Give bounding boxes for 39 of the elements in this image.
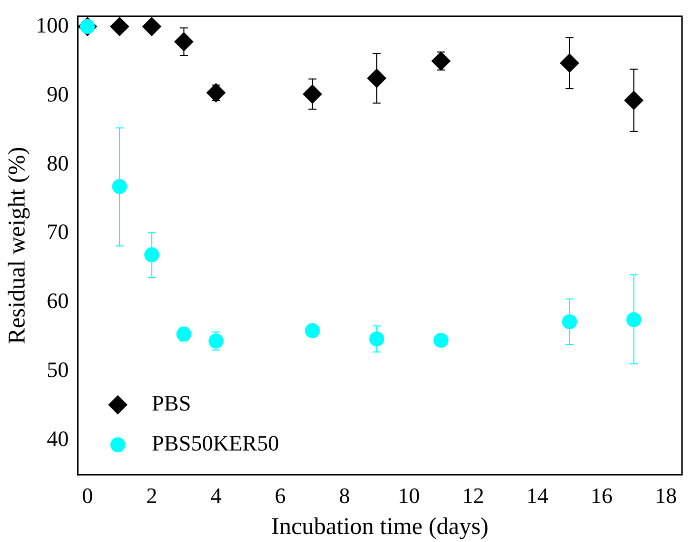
y-tick-label: 60: [46, 288, 69, 314]
point: [431, 52, 450, 71]
y-tick-label: 40: [46, 426, 69, 452]
y-tick-label: 100: [36, 12, 69, 38]
point: [176, 326, 192, 342]
x-tick-label: 2: [146, 482, 158, 508]
x-tick-label: 16: [590, 482, 613, 508]
point: [144, 247, 160, 262]
x-tick-label: 10: [398, 482, 420, 508]
point: [110, 17, 130, 36]
point: [304, 323, 320, 338]
x-tick-label: 4: [210, 482, 222, 508]
x-tick-label: 18: [654, 482, 677, 508]
point: [433, 332, 448, 348]
x-tick-label: 14: [526, 482, 548, 508]
x-axis-title: Incubation time (days): [271, 514, 489, 540]
legend-label: PBS: [152, 390, 191, 416]
x-tick-label: 0: [82, 482, 93, 508]
y-tick-label: 80: [46, 150, 69, 176]
point: [142, 17, 162, 36]
y-axis-title: Residual weight (%): [4, 146, 31, 344]
point: [208, 334, 224, 349]
point: [112, 179, 128, 194]
point: [626, 312, 642, 328]
x-tick-label: 12: [462, 482, 484, 508]
x-tick-label: 8: [339, 482, 350, 508]
point: [562, 314, 578, 330]
y-tick-label: 90: [46, 81, 69, 106]
point: [174, 32, 194, 52]
point: [367, 68, 386, 88]
legend-label: PBS50KER50: [152, 430, 279, 456]
point: [302, 84, 322, 104]
point: [624, 90, 644, 110]
point: [369, 331, 384, 346]
y-tick-label: 50: [46, 357, 69, 382]
x-tick-label: 6: [274, 482, 286, 508]
point: [560, 54, 580, 73]
y-tick-label: 70: [46, 219, 69, 244]
point: [206, 83, 226, 102]
